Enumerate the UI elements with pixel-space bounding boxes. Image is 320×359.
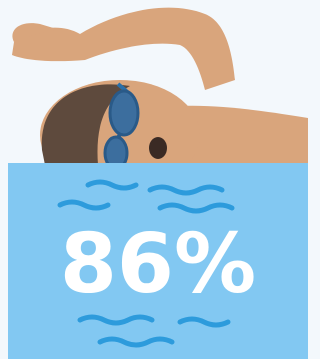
swimmer-illustration: 86% [0, 0, 308, 359]
page: 86% (() => { const data = JSON.parse(doc… [0, 0, 308, 359]
statistic: 86% [60, 217, 256, 312]
goggle-lens [110, 91, 138, 135]
goggle-bridge [118, 134, 120, 138]
mouth [149, 137, 167, 159]
